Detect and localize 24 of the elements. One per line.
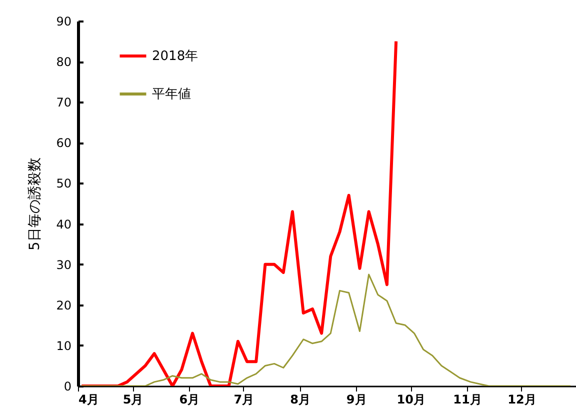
y-tick-label: 10 xyxy=(56,338,72,353)
y-tick-label: 90 xyxy=(56,14,72,28)
x-tick-label: 6月 xyxy=(179,392,200,406)
y-tick-label: 20 xyxy=(56,298,72,312)
x-tick-label: 5月 xyxy=(122,392,144,406)
x-tick-label: 11月 xyxy=(453,392,482,406)
y-tick-label: 70 xyxy=(56,96,72,110)
legend-label: 2018年 xyxy=(152,49,198,64)
y-axis-title: 5日毎の誘殺数 xyxy=(27,158,44,250)
x-tick-label: 4月 xyxy=(78,392,99,406)
x-tick-label: 10月 xyxy=(396,392,426,406)
x-tick-label: 9月 xyxy=(346,392,367,406)
legend-label: 平年値 xyxy=(152,87,191,102)
y-tick-label: 40 xyxy=(56,217,72,232)
y-tick-label: 0 xyxy=(64,380,72,394)
line-series xyxy=(80,40,398,386)
line-series xyxy=(80,274,572,386)
x-tick-label: 7月 xyxy=(234,392,254,406)
y-tick-label: 50 xyxy=(56,176,72,191)
y-tick-label: 60 xyxy=(56,136,72,150)
x-tick-label: 8月 xyxy=(290,392,310,406)
y-tick-label: 80 xyxy=(56,55,72,70)
y-tick-label: 30 xyxy=(56,258,72,272)
x-tick-label: 12月 xyxy=(508,392,536,406)
